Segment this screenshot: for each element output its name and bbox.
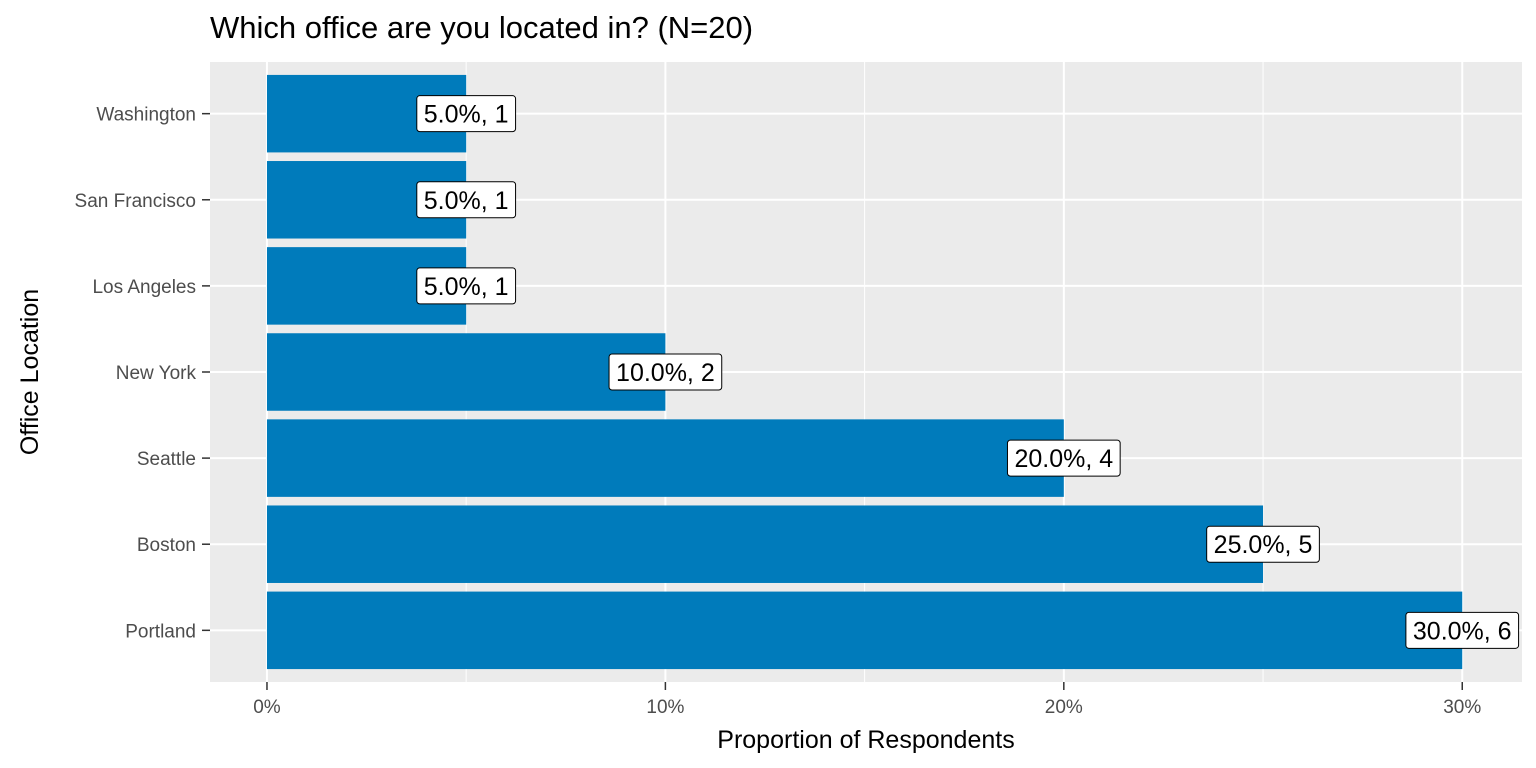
data-label-box bbox=[1405, 611, 1520, 649]
data-label: 5.0%, 1 bbox=[416, 267, 517, 305]
y-tick-label: Boston bbox=[137, 535, 196, 556]
data-label: 30.0%, 6 bbox=[1405, 611, 1520, 649]
y-tick-label: Los Angeles bbox=[92, 277, 196, 298]
x-axis-title: Proportion of Respondents bbox=[717, 726, 1014, 754]
x-tick-label: 30% bbox=[1443, 697, 1481, 718]
x-tick-label: 0% bbox=[253, 697, 281, 718]
data-label: 25.0%, 5 bbox=[1206, 525, 1320, 563]
data-label-text: 5.0%, 1 bbox=[424, 273, 509, 301]
data-label-text: 25.0%, 5 bbox=[1214, 531, 1313, 559]
y-tick-label: Portland bbox=[125, 621, 196, 642]
x-tick-label: 10% bbox=[646, 697, 684, 718]
data-label-text: 5.0%, 1 bbox=[424, 187, 509, 215]
data-label-text: 30.0%, 6 bbox=[1413, 617, 1512, 645]
data-label-box bbox=[416, 181, 517, 219]
y-tick-label: San Francisco bbox=[75, 191, 196, 212]
y-tick-label: New York bbox=[116, 363, 197, 384]
bar-boston bbox=[266, 505, 1264, 583]
data-label-box bbox=[608, 353, 723, 391]
y-tick-label: Seattle bbox=[137, 449, 196, 470]
x-tick-label: 20% bbox=[1045, 697, 1083, 718]
data-label-text: 20.0%, 4 bbox=[1014, 445, 1113, 473]
bars bbox=[266, 74, 1463, 670]
bar-new-york bbox=[266, 333, 666, 411]
data-labels: 5.0%, 1 5.0%, 1 5.0%, 1 10.0%, 2 20.0%, 4 25.… bbox=[416, 95, 1520, 649]
data-label-box bbox=[1006, 439, 1121, 477]
data-label-text: 10.0%, 2 bbox=[616, 359, 715, 387]
y-axis-title: Office Location bbox=[16, 289, 44, 455]
data-label-text: 5.0%, 1 bbox=[424, 101, 509, 129]
data-label-box bbox=[416, 95, 517, 133]
data-label: 10.0%, 2 bbox=[608, 353, 723, 391]
data-label: 5.0%, 1 bbox=[416, 95, 517, 133]
bar-seattle bbox=[266, 419, 1064, 497]
data-label: 20.0%, 4 bbox=[1006, 439, 1121, 477]
data-label-box bbox=[416, 267, 517, 305]
y-tick-label: Washington bbox=[96, 105, 196, 126]
y-axis: Washington San Francisco Los Angeles New Yo… bbox=[75, 105, 210, 642]
bar-portland bbox=[266, 591, 1463, 670]
data-label-box bbox=[1206, 525, 1320, 563]
data-label: 5.0%, 1 bbox=[416, 181, 517, 219]
x-axis: 0% 10% 20% 30% bbox=[253, 682, 1481, 718]
chart-title: Which office are you located in? (N=20) bbox=[210, 10, 754, 45]
